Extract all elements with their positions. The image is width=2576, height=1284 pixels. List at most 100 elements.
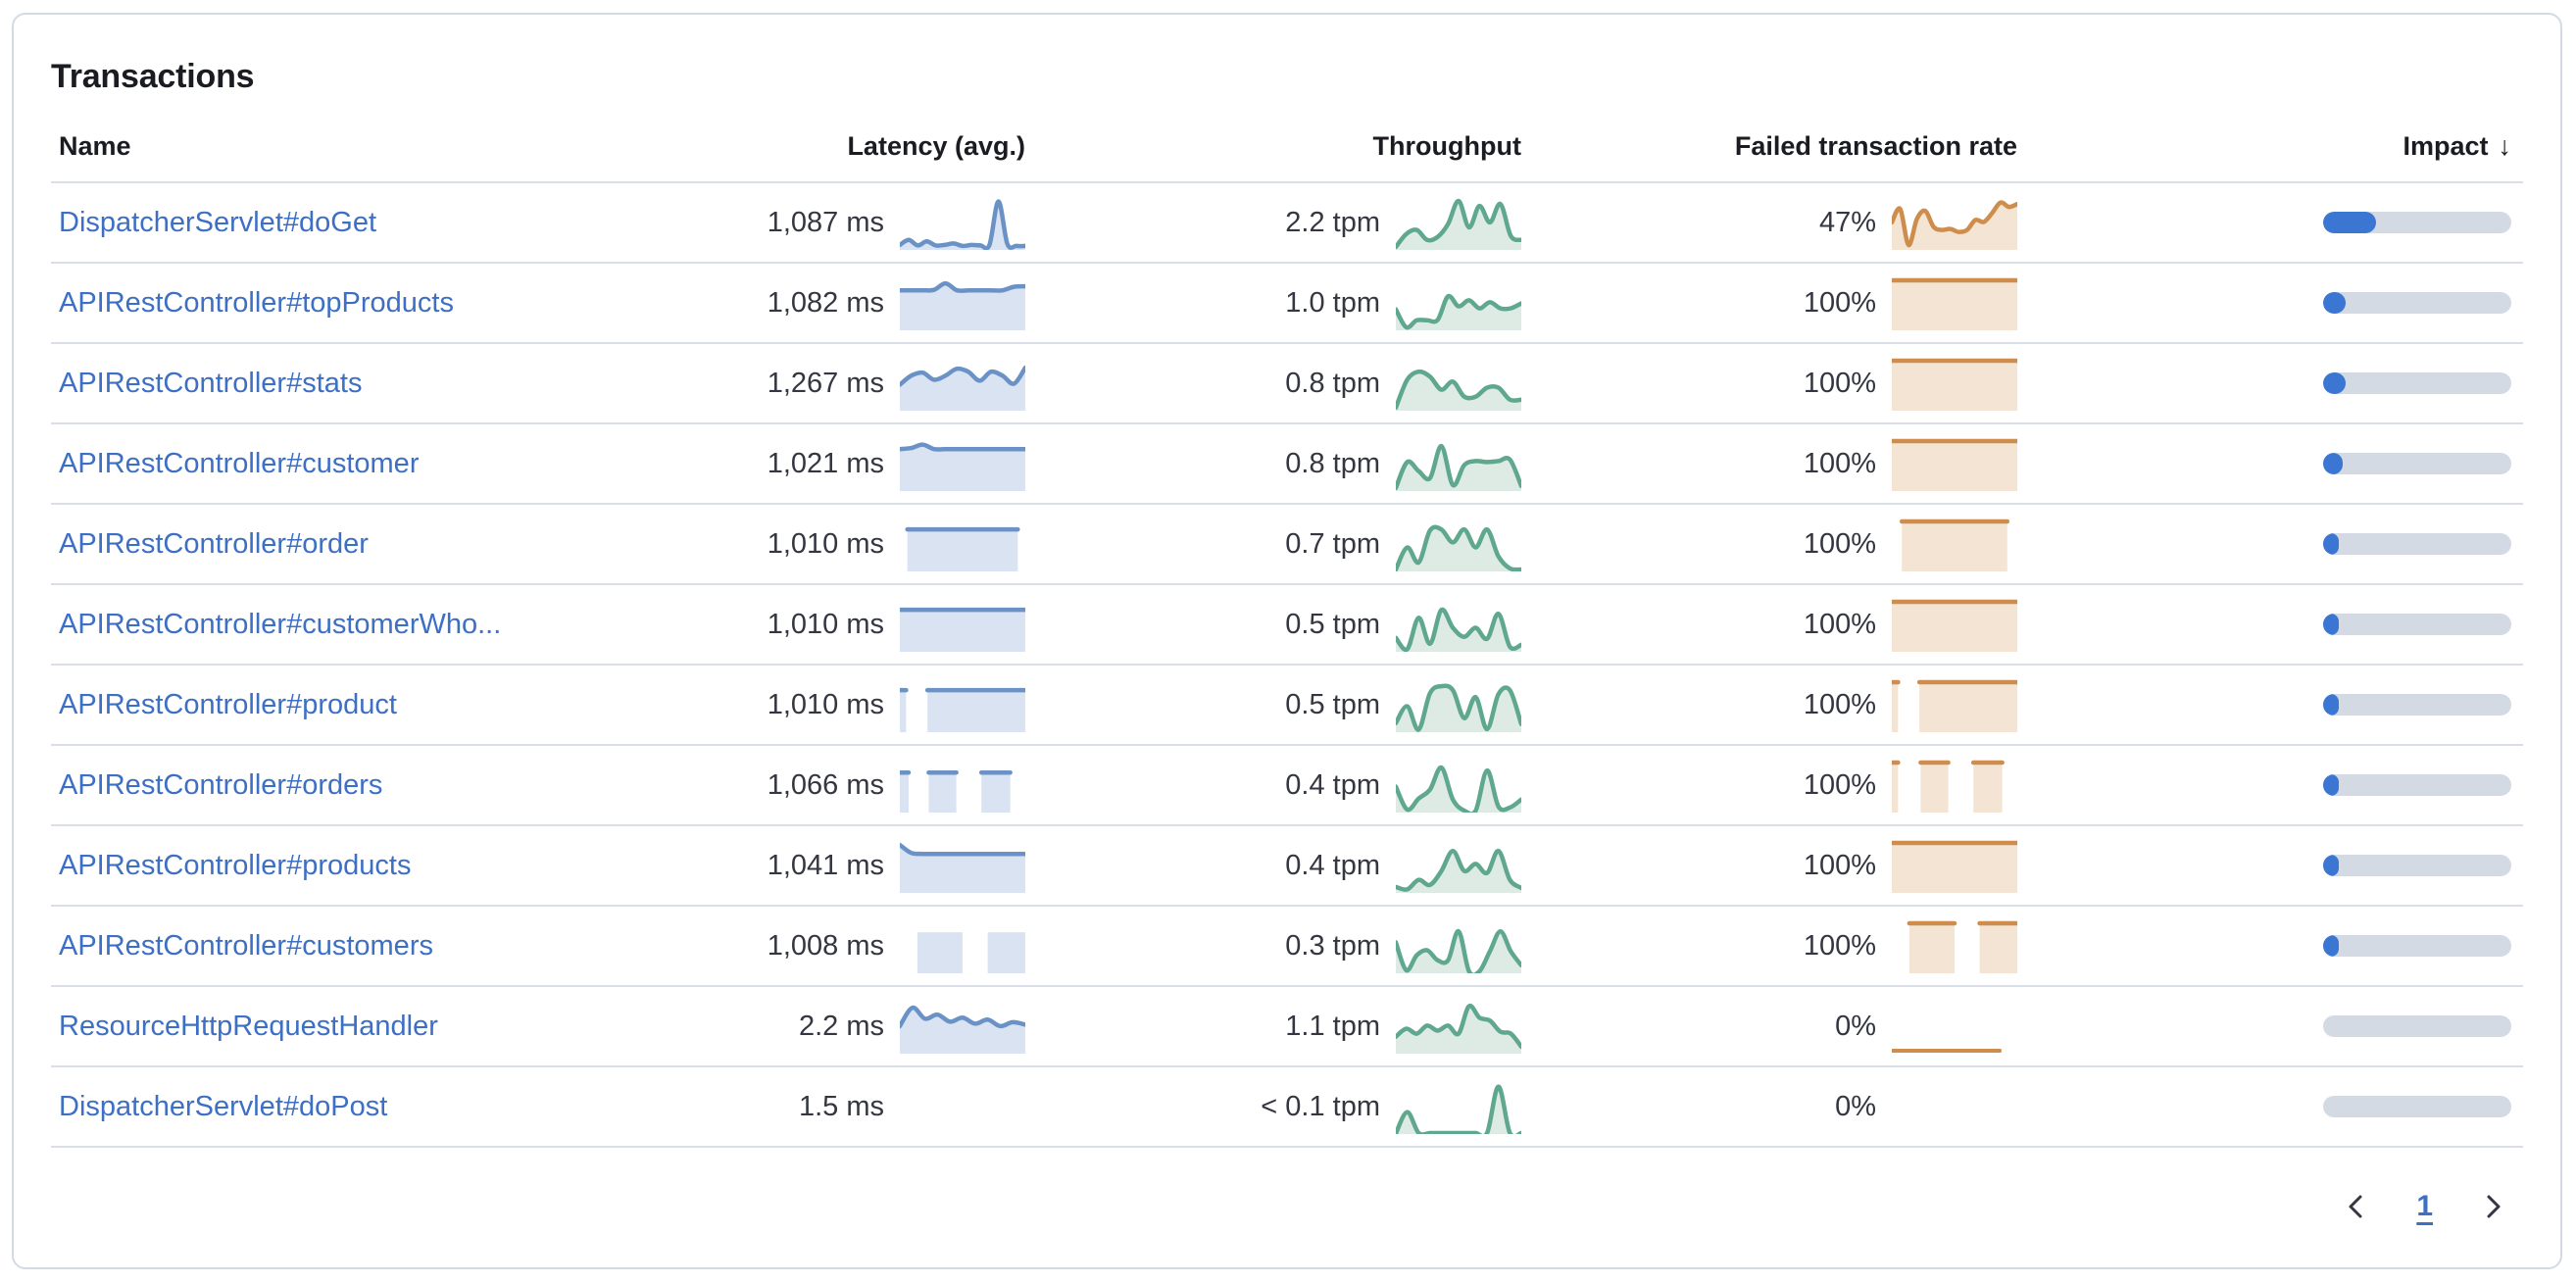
latency-sparkline [900, 677, 1025, 732]
transaction-link[interactable]: APIRestController#product [59, 688, 397, 720]
impact-bar [2323, 292, 2511, 314]
impact-bar-fill [2323, 453, 2344, 474]
impact-bar [2323, 1015, 2511, 1037]
throughput-sparkline [1396, 275, 1521, 330]
throughput-sparkline [1396, 758, 1521, 813]
column-header-throughput[interactable]: Throughput [1025, 125, 1521, 183]
latency-value: 1,041 ms [767, 849, 884, 881]
failed-rate-sparkline [1892, 356, 2017, 411]
column-header-impact[interactable]: Impact ↓ [2017, 125, 2523, 183]
previous-page-button[interactable] [2340, 1188, 2373, 1225]
pagination: 1 [51, 1175, 2523, 1238]
table-row: APIRestController#customer 1,021 ms 0.8 … [51, 423, 2523, 505]
latency-sparkline [900, 918, 1025, 973]
column-header-latency[interactable]: Latency (avg.) [565, 125, 1025, 183]
table-row: ResourceHttpRequestHandler 2.2 ms 1.1 tp… [51, 986, 2523, 1067]
transaction-link[interactable]: DispatcherServlet#doPost [59, 1090, 388, 1122]
transaction-link[interactable]: APIRestController#customers [59, 929, 433, 962]
failed-rate-value: 100% [1803, 608, 1876, 640]
throughput-sparkline [1396, 838, 1521, 893]
latency-value: 1,267 ms [767, 367, 884, 399]
transaction-link[interactable]: APIRestController#topProducts [59, 286, 454, 319]
latency-value: 1,010 ms [767, 527, 884, 560]
table-row: APIRestController#order 1,010 ms 0.7 tpm… [51, 504, 2523, 585]
table-row: DispatcherServlet#doPost 1.5 ms < 0.1 tp… [51, 1066, 2523, 1148]
latency-sparkline [900, 999, 1025, 1054]
transaction-link[interactable]: DispatcherServlet#doGet [59, 206, 376, 238]
transactions-panel: Transactions Name Latency (avg.) Through… [12, 13, 2562, 1269]
column-header-name[interactable]: Name [51, 125, 565, 183]
latency-value: 1,082 ms [767, 286, 884, 319]
impact-bar-fill [2323, 372, 2347, 394]
failed-rate-value: 100% [1803, 367, 1876, 399]
throughput-value: 2.2 tpm [1285, 206, 1380, 238]
failed-rate-sparkline [1892, 677, 2017, 732]
transaction-link[interactable]: APIRestController#order [59, 527, 369, 560]
sort-descending-icon: ↓ [2498, 131, 2512, 161]
throughput-sparkline [1396, 356, 1521, 411]
transaction-link[interactable]: APIRestController#products [59, 849, 412, 881]
table-row: APIRestController#product 1,010 ms 0.5 t… [51, 665, 2523, 746]
impact-bar-fill [2323, 614, 2339, 635]
impact-bar-fill [2323, 694, 2339, 716]
throughput-sparkline [1396, 195, 1521, 250]
throughput-value: 1.1 tpm [1285, 1010, 1380, 1042]
throughput-sparkline [1396, 918, 1521, 973]
table-row: APIRestController#products 1,041 ms 0.4 … [51, 825, 2523, 907]
table-header-row: Name Latency (avg.) Throughput Failed tr… [51, 125, 2523, 183]
failed-rate-sparkline [1892, 838, 2017, 893]
latency-sparkline [900, 597, 1025, 652]
transaction-link[interactable]: ResourceHttpRequestHandler [59, 1010, 438, 1042]
impact-bar [2323, 614, 2511, 635]
impact-bar [2323, 935, 2511, 957]
impact-bar [2323, 533, 2511, 555]
column-header-failed-rate[interactable]: Failed transaction rate [1521, 125, 2017, 183]
failed-rate-sparkline [1892, 275, 2017, 330]
transaction-link[interactable]: APIRestController#customer [59, 447, 420, 479]
panel-title: Transactions [51, 58, 255, 95]
impact-bar [2323, 372, 2511, 394]
failed-rate-sparkline [1892, 758, 2017, 813]
throughput-value: 0.3 tpm [1285, 929, 1380, 962]
impact-bar-fill [2323, 774, 2339, 796]
throughput-value: < 0.1 tpm [1261, 1090, 1380, 1122]
latency-value: 1,008 ms [767, 929, 884, 962]
table-row: DispatcherServlet#doGet 1,087 ms 2.2 tpm… [51, 182, 2523, 264]
failed-rate-sparkline [1892, 597, 2017, 652]
transaction-link[interactable]: APIRestController#customerWho... [59, 608, 502, 640]
latency-sparkline [900, 436, 1025, 491]
failed-rate-sparkline [1892, 195, 2017, 250]
impact-bar [2323, 1096, 2511, 1117]
failed-rate-sparkline [1892, 999, 2017, 1054]
impact-bar-fill [2323, 292, 2347, 314]
throughput-value: 0.5 tpm [1285, 688, 1380, 720]
transaction-link[interactable]: APIRestController#stats [59, 367, 363, 399]
latency-value: 1,087 ms [767, 206, 884, 238]
chevron-left-icon [2349, 1195, 2362, 1218]
failed-rate-sparkline [1892, 918, 2017, 973]
throughput-value: 0.5 tpm [1285, 608, 1380, 640]
latency-value: 1,010 ms [767, 608, 884, 640]
next-page-button[interactable] [2476, 1188, 2509, 1225]
failed-rate-value: 100% [1803, 447, 1876, 479]
latency-sparkline [900, 838, 1025, 893]
failed-rate-value: 47% [1818, 206, 1876, 238]
throughput-value: 0.4 tpm [1285, 768, 1380, 801]
transaction-link[interactable]: APIRestController#orders [59, 768, 383, 801]
failed-rate-value: 100% [1803, 286, 1876, 319]
failed-rate-sparkline [1892, 436, 2017, 491]
table-row: APIRestController#topProducts 1,082 ms 1… [51, 263, 2523, 344]
latency-sparkline [900, 1079, 1025, 1134]
latency-value: 2.2 ms [798, 1010, 884, 1042]
impact-bar [2323, 855, 2511, 876]
throughput-sparkline [1396, 677, 1521, 732]
failed-rate-value: 100% [1803, 849, 1876, 881]
chevron-right-icon [2487, 1195, 2501, 1218]
failed-rate-value: 100% [1803, 929, 1876, 962]
throughput-sparkline [1396, 436, 1521, 491]
latency-value: 1,021 ms [767, 447, 884, 479]
throughput-value: 0.8 tpm [1285, 367, 1380, 399]
impact-bar [2323, 694, 2511, 716]
page-number-current[interactable]: 1 [2416, 1190, 2433, 1222]
failed-rate-sparkline [1892, 517, 2017, 571]
